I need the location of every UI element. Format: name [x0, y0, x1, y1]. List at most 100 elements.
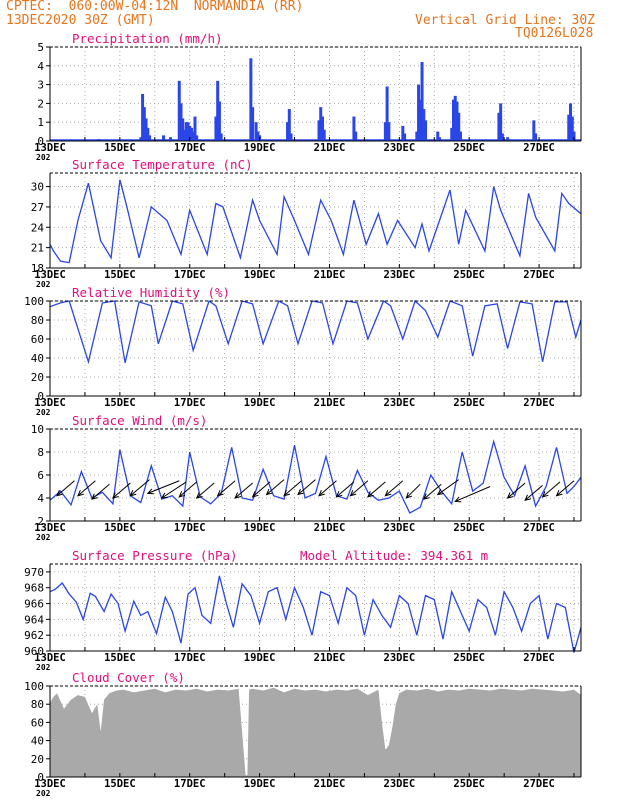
panel-4 [46, 563, 582, 653]
y-tick-label: 968 [24, 582, 44, 595]
x-tick-label: 27DEC [523, 778, 555, 790]
wind-arrow-head [297, 488, 304, 496]
precip-bar [148, 135, 152, 141]
precip-bar [289, 133, 293, 141]
wind-arrow-head [422, 493, 430, 500]
precip-bar [500, 133, 504, 141]
precip-bar [532, 120, 536, 141]
x-tick-label: 13DEC [34, 269, 66, 281]
wind-arrow-head [112, 492, 119, 499]
wind-arrow [130, 479, 150, 497]
x-tick-label: 15DEC [104, 269, 136, 281]
precip-bar [438, 137, 442, 141]
precip-bar [458, 131, 462, 141]
wind-arrow-head [265, 488, 273, 496]
y-tick-label: 80 [31, 314, 44, 327]
x-year-label: 202 [36, 663, 51, 672]
precip-bar [450, 127, 454, 141]
y-tick-label: 21 [31, 242, 44, 255]
y-tick-label: 10 [31, 423, 44, 436]
precip-bar [506, 137, 510, 141]
precip-bar [287, 109, 291, 141]
wind-arrow [542, 481, 561, 498]
y-tick-label: 0 [37, 135, 44, 148]
precip-bar [387, 122, 391, 141]
panel-title: Precipitation (mm/h) [72, 31, 223, 46]
header-datetime: 13DEC2020 30Z (GMT) [6, 13, 155, 28]
wind-arrow [318, 480, 337, 497]
x-tick-label: 15DEC [104, 522, 136, 534]
x-tick-label: 19DEC [244, 778, 276, 790]
wind-arrow [178, 481, 198, 498]
y-tick-label: 60 [31, 333, 44, 346]
x-tick-label: 21DEC [314, 142, 346, 154]
precip-bar [567, 114, 571, 141]
x-tick-label: 27DEC [523, 652, 555, 664]
x-tick-label: 23DEC [384, 652, 416, 664]
precip-bar [193, 116, 197, 141]
precip-bar [455, 101, 459, 141]
series-line [49, 575, 582, 653]
y-tick-label: 27 [31, 201, 44, 214]
wind-arrow-head [160, 492, 168, 499]
x-year-label: 202 [36, 280, 51, 289]
precip-bar [286, 122, 290, 141]
panel-title: Cloud Cover (%) [72, 670, 185, 685]
y-tick-label: 40 [31, 352, 44, 365]
precip-bar [139, 137, 143, 141]
y-tick-label: 5 [37, 41, 44, 54]
wind-arrow [266, 479, 285, 495]
wind-arrow [507, 482, 526, 499]
y-tick-label: 3 [37, 79, 44, 92]
wind-arrow [297, 479, 316, 495]
y-tick-label: 20 [31, 753, 44, 766]
wind-arrow [455, 486, 491, 502]
precip-bar [254, 122, 258, 141]
series-line [49, 299, 582, 365]
x-tick-label: 13DEC [34, 652, 66, 664]
wind-arrow-head [405, 492, 413, 499]
wind-arrow [196, 482, 215, 499]
x-tick-label: 21DEC [314, 269, 346, 281]
precip-bar [182, 129, 186, 141]
precip-bar [162, 135, 166, 141]
wind-arrow [385, 480, 404, 497]
wind-arrow [234, 482, 253, 499]
precip-bar [534, 133, 538, 141]
wind-arrow-head [524, 494, 532, 502]
precip-bar [217, 101, 221, 141]
x-tick-label: 19DEC [244, 397, 276, 409]
precip-bar [385, 86, 389, 141]
panel-title: Surface Temperature (nC) [72, 157, 253, 172]
wind-arrow [556, 480, 575, 497]
precip-bar [457, 112, 461, 141]
wind-arrow-head [216, 490, 224, 497]
y-tick-label: 964 [24, 613, 44, 626]
series-line [49, 439, 582, 514]
y-tick-label: 100 [24, 680, 44, 693]
y-tick-label: 40 [31, 735, 44, 748]
x-tick-label: 27DEC [523, 397, 555, 409]
precip-bar [401, 125, 405, 141]
precip-bar [383, 122, 387, 141]
precip-bar [186, 122, 190, 141]
precip-bar [256, 131, 260, 141]
precip-bar [181, 118, 185, 141]
panel-0 [46, 46, 582, 142]
precip-bar [322, 129, 326, 141]
panel-title: Relative Humidity (%) [72, 285, 230, 300]
wind-arrow-head [129, 490, 137, 497]
wind-arrow [283, 480, 302, 497]
wind-arrow [524, 484, 543, 501]
wind-arrow-head [251, 491, 259, 498]
wind-arrow-head [283, 490, 290, 497]
x-tick-label: 19DEC [244, 269, 276, 281]
y-tick-label: 962 [24, 629, 44, 642]
y-tick-label: 2 [37, 97, 44, 110]
precip-bar [497, 112, 501, 141]
x-tick-label: 17DEC [174, 652, 206, 664]
wind-arrow-head [195, 492, 203, 499]
wind-arrow [405, 483, 421, 499]
wind-arrow [336, 481, 355, 498]
